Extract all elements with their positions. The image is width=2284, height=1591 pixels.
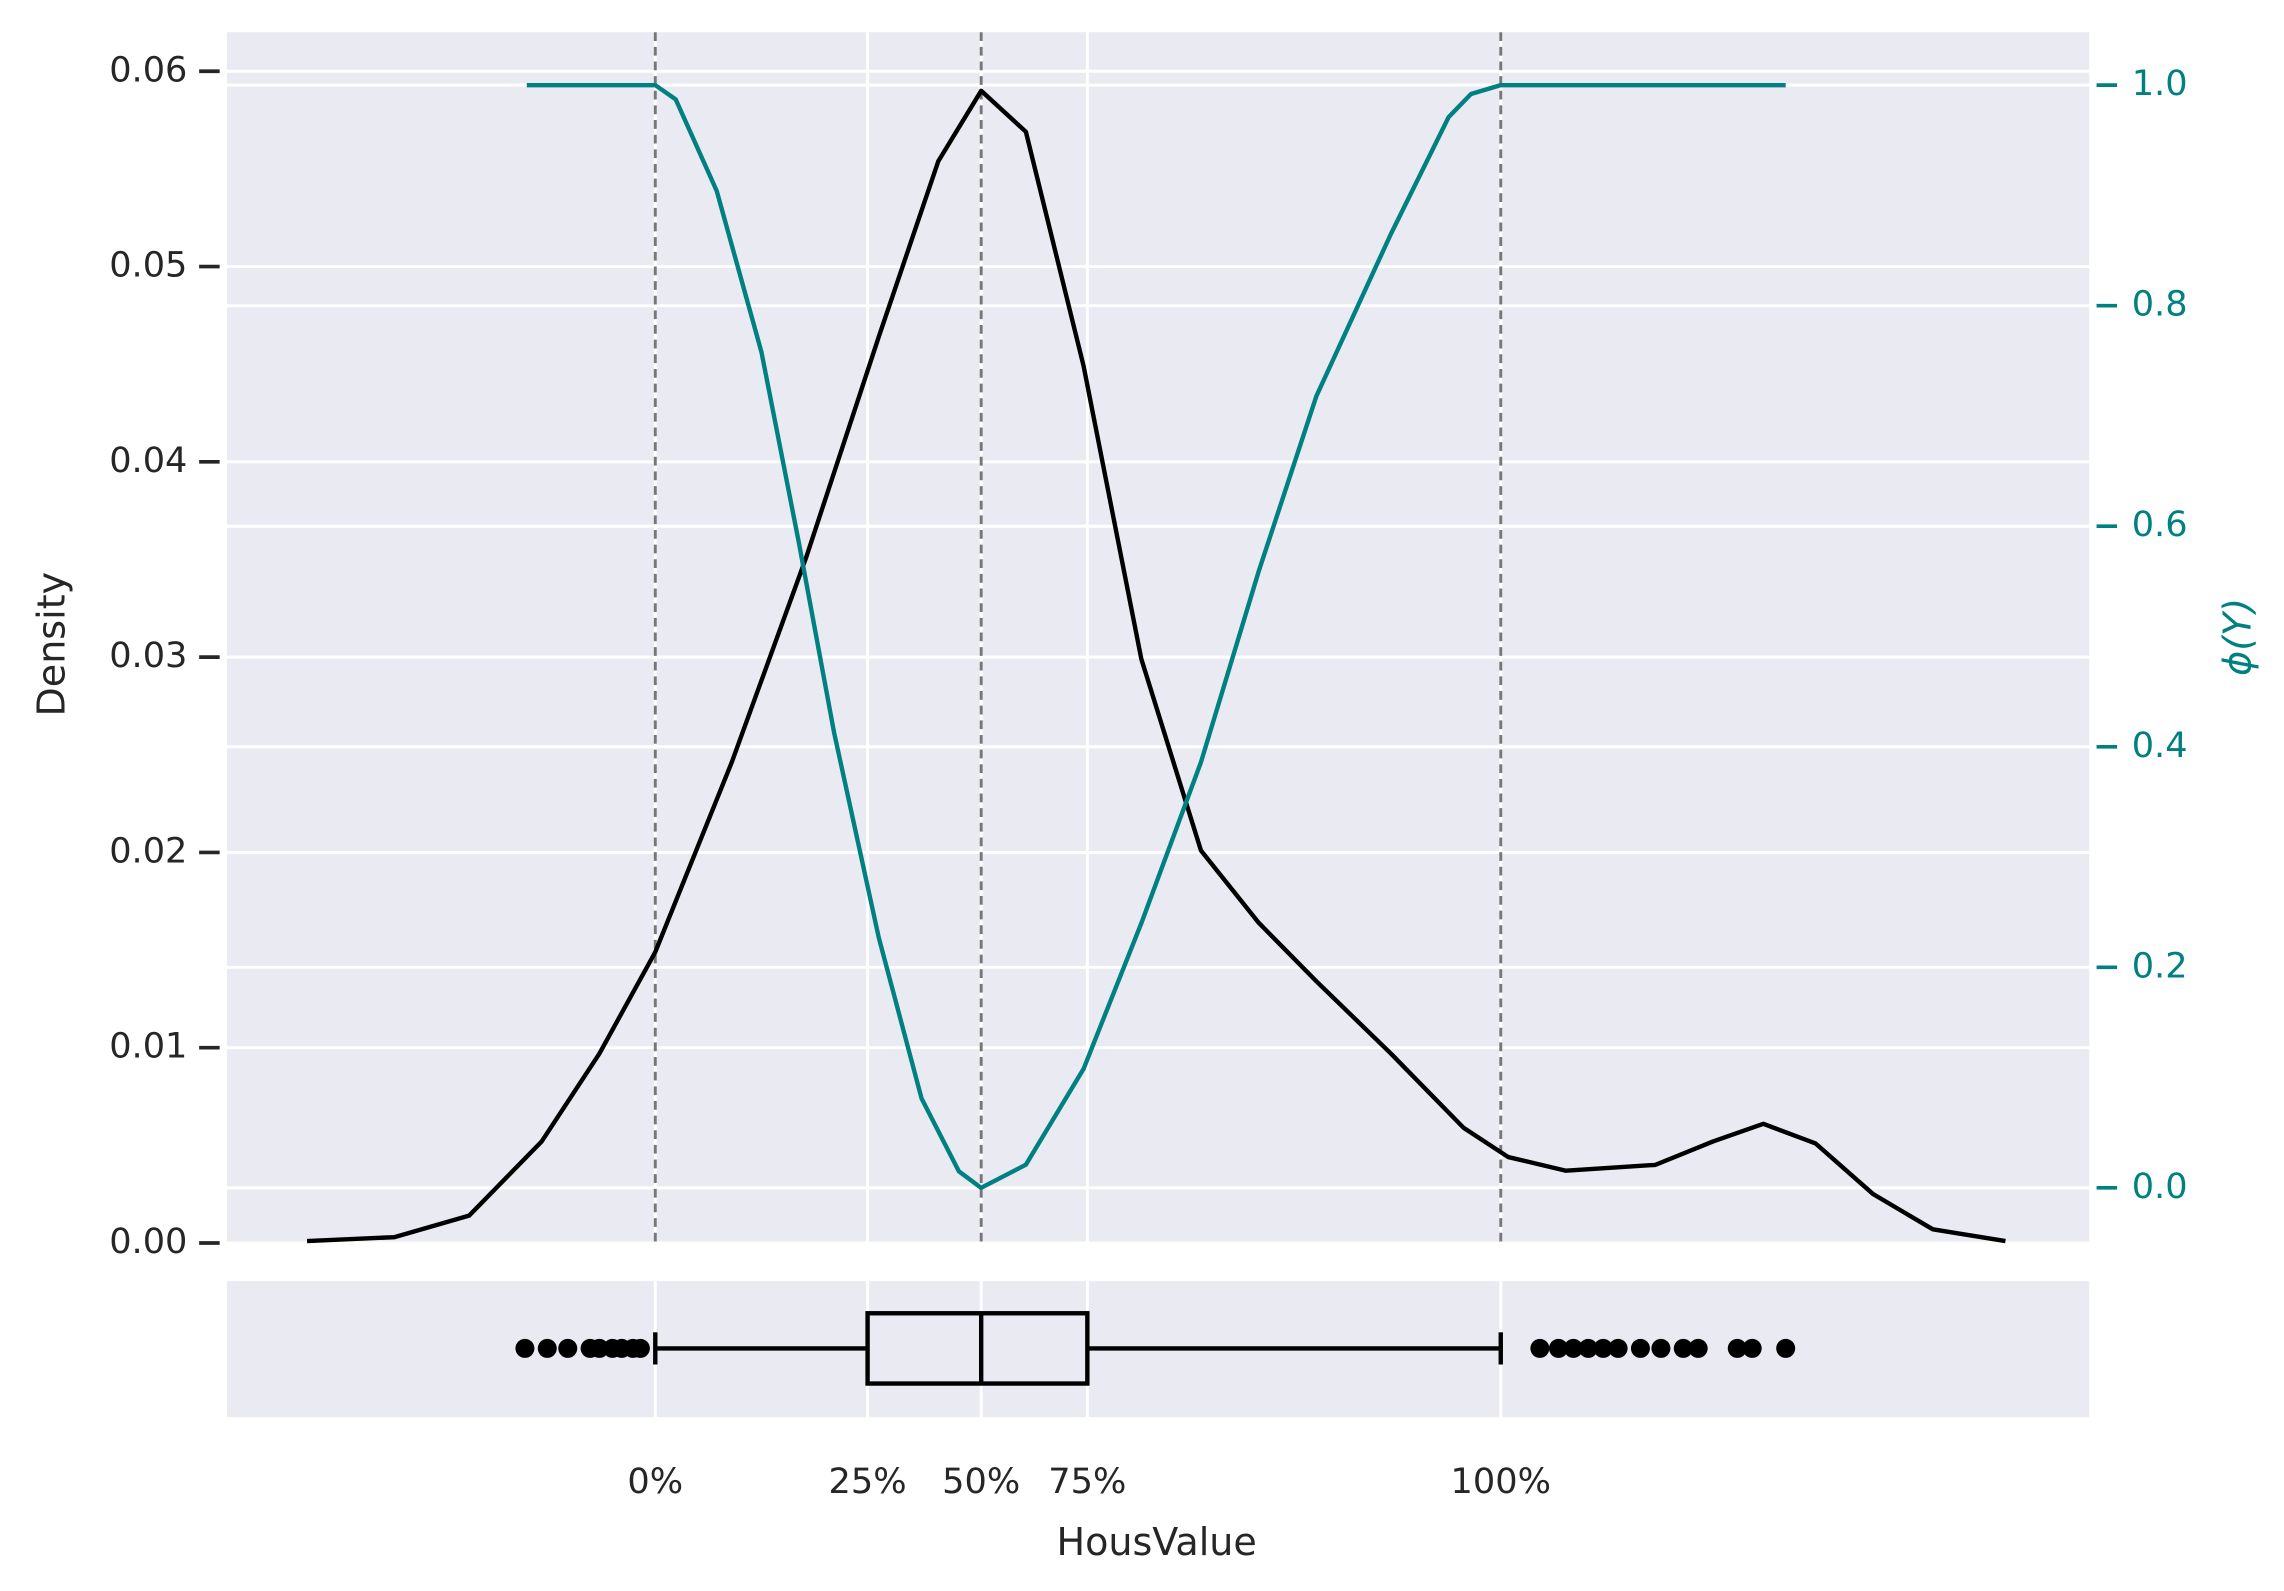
flier <box>1727 1338 1747 1358</box>
flier <box>1776 1338 1796 1358</box>
y2-tick-label: 0.4 <box>2132 725 2188 766</box>
x-tick-label: 25% <box>829 1461 907 1502</box>
flier <box>1608 1338 1628 1358</box>
flier <box>589 1338 609 1358</box>
flier <box>1593 1338 1613 1358</box>
y2-tick-label: 0.6 <box>2132 504 2188 545</box>
flier <box>1742 1338 1762 1358</box>
y-tick-label: 0.03 <box>109 635 187 676</box>
y2-tick-label: 1.0 <box>2132 63 2188 104</box>
flier <box>1630 1338 1650 1358</box>
y-tick-label: 0.00 <box>109 1221 187 1262</box>
y2-tick-label: 0.2 <box>2132 945 2188 986</box>
flier <box>1563 1338 1583 1358</box>
flier <box>1548 1338 1569 1358</box>
x-tick-label: 0% <box>627 1461 683 1502</box>
flier <box>537 1338 557 1358</box>
y-tick-label: 0.02 <box>109 830 187 871</box>
y-tick-label: 0.04 <box>109 440 187 481</box>
y2-tick-label: 0.8 <box>2132 284 2188 325</box>
x-tick-label: 50% <box>942 1461 1020 1502</box>
y2-axis-label: ϕ(Y) <box>2216 598 2260 676</box>
flier <box>1673 1338 1693 1358</box>
x-axis-label: HousValue <box>1056 1520 1256 1564</box>
phi-line <box>526 82 1786 1191</box>
flier <box>1651 1338 1671 1358</box>
flier <box>630 1338 650 1358</box>
x-tick-label: 100% <box>1451 1461 1551 1502</box>
box <box>865 1311 1090 1386</box>
y-axis-label: Density <box>30 572 74 717</box>
y2-tick-label: 0.0 <box>2132 1166 2188 1207</box>
flier <box>1530 1338 1550 1358</box>
plot-background <box>226 32 2090 1243</box>
marks: 0.00 0.01 0.02 0.03 0.04 0.05 0.06 0.0 0.2 0.4 0.6… <box>109 32 2188 1502</box>
flier <box>1578 1338 1598 1358</box>
y-tick-label: 0.06 <box>109 49 187 90</box>
density-line <box>306 88 2006 1244</box>
flier <box>558 1338 578 1358</box>
flier <box>515 1338 535 1358</box>
flier <box>1688 1338 1708 1358</box>
x-tick-label: 75% <box>1048 1461 1126 1502</box>
y-tick-label: 0.01 <box>109 1026 187 1067</box>
y-tick-label: 0.05 <box>109 245 187 286</box>
